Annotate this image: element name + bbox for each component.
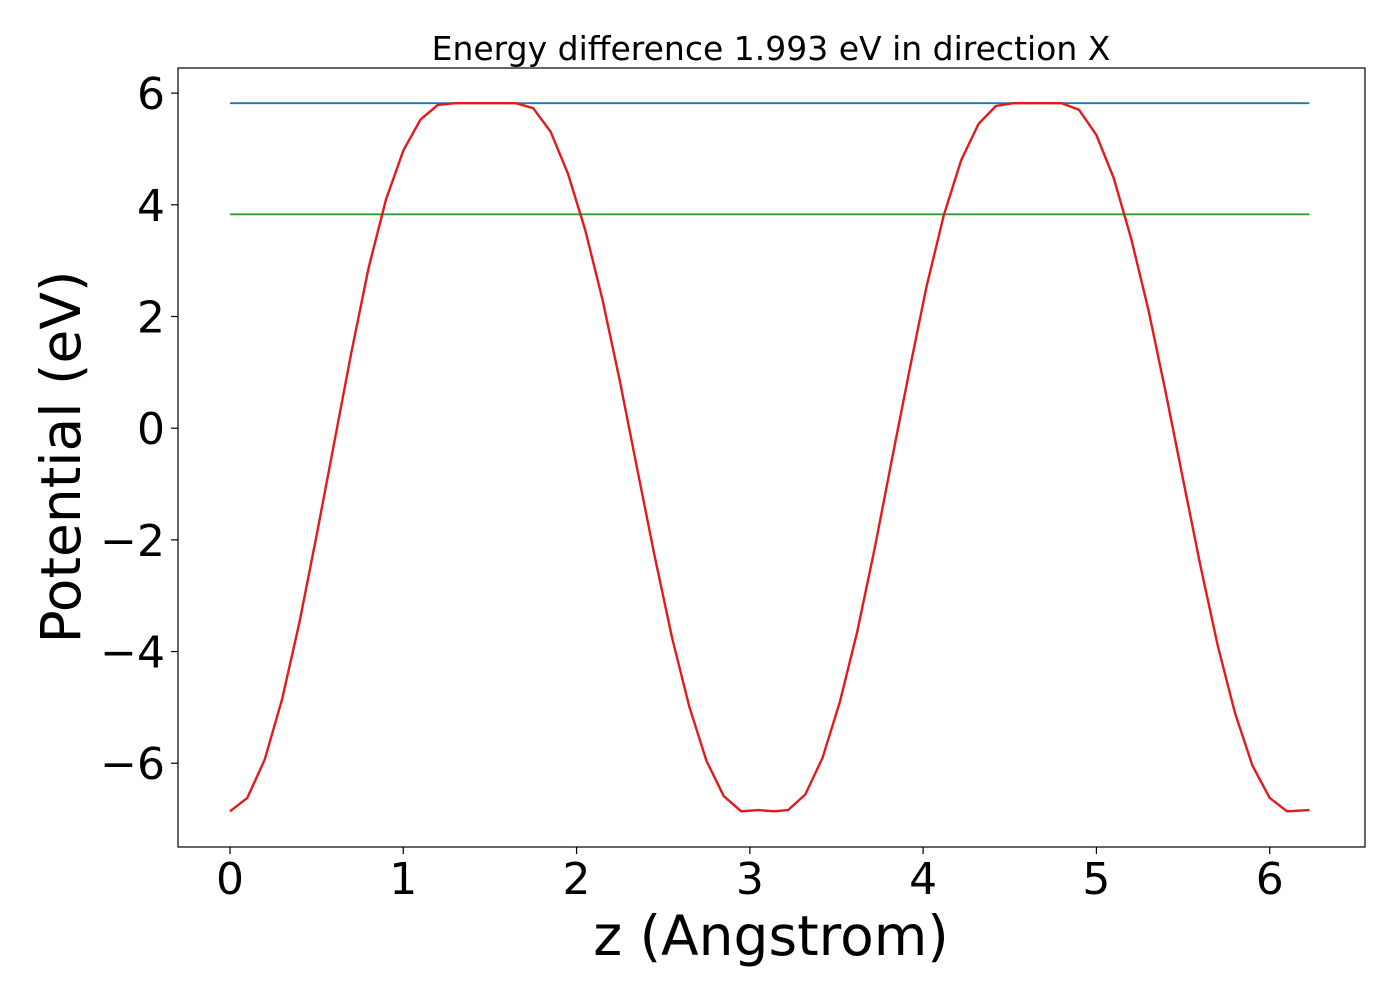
x-axis-ticks: 0 1 2 3 4 5 6	[216, 847, 1284, 905]
y-tick-label: 6	[137, 69, 165, 120]
series-line-3	[229, 101, 1310, 813]
x-tick-label: 6	[1256, 854, 1284, 905]
x-tick-label: 5	[1082, 854, 1110, 905]
chart-title: Energy difference 1.993 eV in direction …	[432, 29, 1111, 68]
x-axis-label: z (Angstrom)	[593, 904, 949, 968]
series-layer	[229, 101, 1310, 813]
x-tick-label: 0	[216, 854, 244, 905]
x-tick-label: 2	[563, 854, 591, 905]
y-axis-label: Potential (eV)	[29, 271, 93, 644]
y-tick-label: 0	[137, 404, 165, 455]
y-tick-label: −6	[100, 739, 165, 790]
y-tick-label: −2	[100, 516, 165, 567]
x-tick-label: 1	[389, 854, 417, 905]
y-tick-label: 4	[137, 181, 165, 232]
plot-frame	[177, 67, 1366, 848]
y-axis-ticks: −6 −4 −2 0 2 4 6	[100, 69, 178, 790]
y-tick-label: 2	[137, 292, 165, 343]
x-tick-label: 4	[909, 854, 937, 905]
x-tick-label: 3	[736, 854, 764, 905]
y-tick-label: −4	[100, 628, 165, 679]
